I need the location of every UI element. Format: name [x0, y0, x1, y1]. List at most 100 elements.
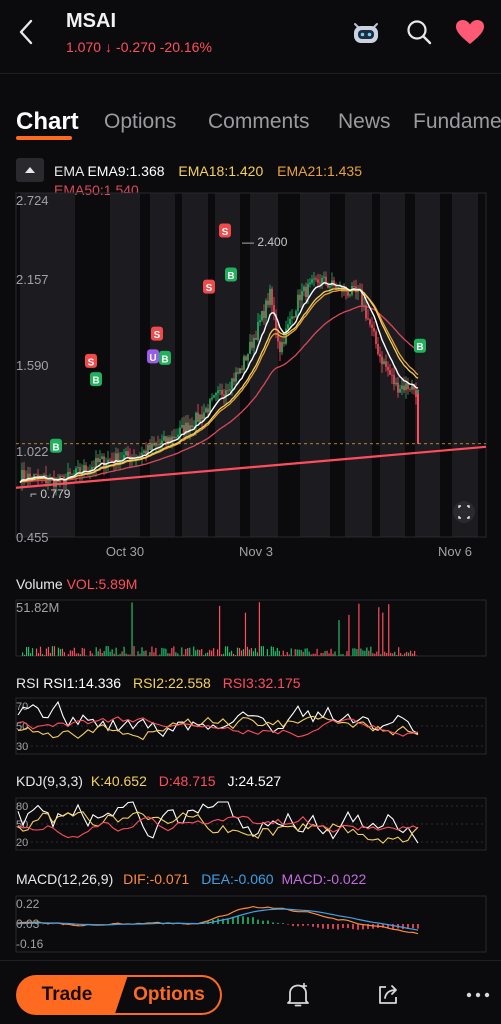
fullscreen-toggle[interactable] — [453, 501, 475, 523]
volume-bar — [286, 651, 288, 656]
chart-frame — [15, 192, 487, 538]
volume-bar — [157, 655, 159, 656]
candle-body — [367, 318, 369, 320]
volume-bar — [348, 614, 350, 656]
assistant-button[interactable] — [350, 16, 382, 48]
volume-bar — [71, 650, 73, 656]
macd-histogram-bar — [252, 917, 254, 924]
sell-marker: S — [219, 223, 231, 238]
tab-chart[interactable]: Chart — [16, 108, 79, 135]
share-button[interactable] — [374, 981, 402, 1009]
volume-legend: Volume VOL:5.89M — [16, 576, 137, 592]
rsi2-line — [17, 715, 419, 741]
volume-bar — [189, 647, 191, 656]
candle-body — [117, 453, 119, 465]
volume-bar — [199, 650, 201, 656]
volume-bar — [236, 647, 239, 656]
price-chart[interactable]: 2.724 2.157 1.590 1.022 0.455 Oct 30 Nov 3 Nov … — [0, 185, 501, 565]
volume-bar — [372, 653, 374, 656]
volume-bar — [89, 650, 91, 656]
candle-body — [287, 324, 289, 329]
volume-bar — [314, 653, 316, 656]
candle-body — [163, 436, 165, 441]
collapse-indicators-button[interactable] — [16, 158, 44, 182]
macd-histogram-bar — [267, 920, 269, 924]
candle-body — [319, 282, 321, 284]
volume-bar — [268, 655, 270, 656]
volume-chart[interactable]: 51.82M — [0, 596, 501, 660]
candle-body — [283, 342, 285, 344]
volume-bar — [29, 653, 32, 656]
session-shade — [452, 193, 478, 537]
search-icon — [407, 20, 432, 45]
buy-marker: B — [50, 438, 62, 453]
volume-bar — [45, 648, 48, 656]
volume-bar — [382, 612, 384, 656]
candle-body — [159, 444, 161, 446]
candle-body — [243, 356, 245, 370]
volume-bar — [91, 653, 93, 656]
macd-histogram-bar — [387, 924, 389, 929]
tab-fundamentals[interactable]: Fundame — [413, 110, 501, 133]
candle-body — [21, 470, 23, 483]
tab-comments[interactable]: Comments — [208, 110, 310, 133]
volume-bar — [370, 646, 372, 656]
rsi-title: RSI — [16, 675, 40, 691]
volume-bar — [330, 648, 332, 656]
trade-button[interactable]: Trade — [16, 975, 128, 1015]
kdj-chart[interactable]: 80 50 20 — [0, 796, 501, 852]
candle-body — [175, 436, 177, 439]
candle-body — [153, 443, 155, 446]
candle-body — [295, 311, 297, 318]
macd-dif-value: DIF:-0.071 — [123, 871, 190, 887]
tab-news[interactable]: News — [338, 110, 391, 133]
candle-body — [251, 341, 253, 348]
macd-dea-value: DEA:-0.060 — [201, 871, 274, 887]
candle-body — [95, 457, 97, 468]
volume-bar — [380, 654, 382, 656]
marker-letter: B — [161, 354, 168, 365]
kdj-title: KDJ(9,3,3) — [16, 773, 83, 789]
marker-badge — [151, 326, 163, 341]
volume-bar — [242, 649, 245, 656]
macd-dif-line — [17, 905, 419, 935]
y-tick-label: 1.022 — [16, 444, 49, 459]
volume-bar — [328, 653, 330, 656]
session-shade — [182, 193, 208, 537]
volume-bar — [230, 650, 233, 656]
ema-title: EMA — [54, 163, 84, 179]
volume-bar — [121, 651, 123, 656]
rsi-chart[interactable]: 70 50 30 — [0, 696, 501, 756]
search-button[interactable] — [403, 16, 435, 48]
volume-bar — [129, 654, 131, 656]
session-shade — [380, 193, 405, 537]
macd-histogram-bar — [412, 924, 414, 929]
volume-bar — [300, 650, 302, 656]
candle-body — [397, 382, 399, 393]
macd-chart[interactable]: 0.220.03-0.16 — [0, 894, 501, 954]
marker-badge — [90, 372, 102, 387]
volume-bar — [59, 649, 61, 656]
rsi3-value: RSI3:32.175 — [222, 675, 301, 691]
candle-body — [373, 327, 375, 332]
volume-bar — [85, 655, 87, 656]
volume-bar — [123, 646, 125, 656]
candle-body — [317, 279, 319, 283]
more-button[interactable] — [464, 981, 492, 1009]
candle-body — [277, 330, 279, 342]
volume-bar — [406, 651, 408, 656]
alert-button[interactable] — [284, 981, 312, 1009]
watchlist-button[interactable] — [454, 16, 486, 48]
options-button[interactable]: Options — [112, 975, 222, 1015]
button-divider — [109, 975, 123, 1015]
tab-options[interactable]: Options — [104, 110, 177, 133]
candle-body — [263, 311, 265, 318]
back-button[interactable] — [12, 16, 40, 48]
marker-letter: B — [416, 342, 423, 353]
candle-body — [67, 471, 69, 479]
volume-bar — [226, 646, 229, 656]
volume-bar — [246, 646, 249, 656]
candle-body — [241, 368, 243, 370]
volume-bar — [105, 646, 107, 656]
marker-badge — [203, 279, 215, 294]
